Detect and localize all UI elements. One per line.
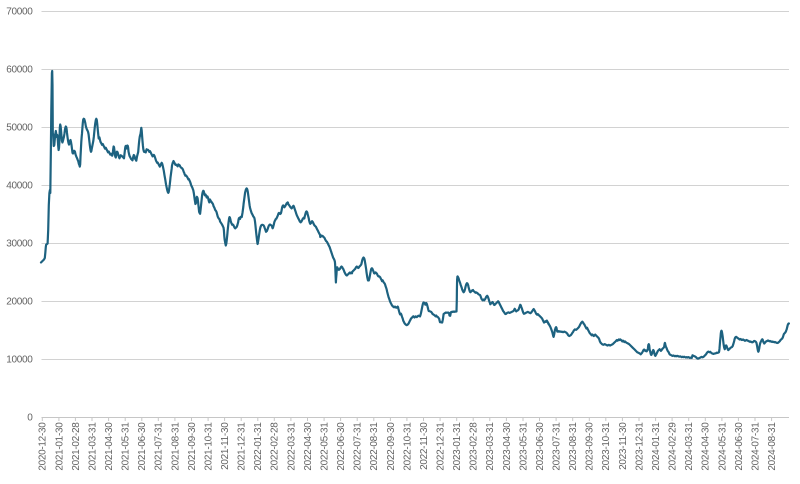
svg-text:2023-03-31: 2023-03-31 — [485, 422, 496, 471]
svg-text:2023-11-30: 2023-11-30 — [618, 422, 629, 470]
svg-text:2024-01-31: 2024-01-31 — [651, 422, 662, 471]
svg-text:2022-09-30: 2022-09-30 — [386, 422, 397, 471]
svg-text:2022-12-31: 2022-12-31 — [436, 422, 447, 471]
svg-text:2023-09-30: 2023-09-30 — [585, 422, 596, 471]
svg-text:2022-03-31: 2022-03-31 — [286, 422, 297, 471]
svg-text:2024-08-31: 2024-08-31 — [767, 422, 778, 471]
svg-text:2022-07-31: 2022-07-31 — [353, 422, 364, 471]
svg-text:2023-04-30: 2023-04-30 — [502, 422, 513, 471]
svg-text:2023-05-31: 2023-05-31 — [518, 422, 529, 471]
svg-text:2021-04-30: 2021-04-30 — [104, 422, 115, 471]
svg-text:40000: 40000 — [6, 181, 33, 192]
svg-text:2023-02-28: 2023-02-28 — [469, 422, 480, 471]
svg-text:2023-12-31: 2023-12-31 — [634, 422, 645, 471]
svg-text:2021-03-31: 2021-03-31 — [87, 422, 98, 471]
svg-text:2024-03-31: 2024-03-31 — [684, 422, 695, 471]
svg-text:10000: 10000 — [6, 355, 33, 366]
svg-text:50000: 50000 — [6, 123, 33, 134]
svg-text:2021-09-30: 2021-09-30 — [187, 422, 198, 471]
svg-text:2022-06-30: 2022-06-30 — [336, 422, 347, 471]
svg-text:2021-01-30: 2021-01-30 — [54, 422, 65, 471]
svg-text:20000: 20000 — [6, 297, 33, 308]
svg-text:30000: 30000 — [6, 239, 33, 250]
svg-text:2022-08-31: 2022-08-31 — [369, 422, 380, 471]
svg-text:2024-07-31: 2024-07-31 — [750, 422, 761, 471]
svg-text:2021-07-31: 2021-07-31 — [154, 422, 165, 471]
svg-text:2023-10-31: 2023-10-31 — [601, 422, 612, 471]
svg-text:2024-02-29: 2024-02-29 — [668, 422, 679, 471]
svg-text:70000: 70000 — [6, 7, 33, 18]
svg-text:2021-11-30: 2021-11-30 — [220, 422, 231, 470]
svg-text:0: 0 — [27, 413, 33, 424]
svg-text:2021-12-31: 2021-12-31 — [237, 422, 248, 471]
svg-text:2022-01-31: 2022-01-31 — [253, 422, 264, 471]
svg-text:60000: 60000 — [6, 65, 33, 76]
svg-text:2023-08-31: 2023-08-31 — [568, 422, 579, 471]
svg-text:2024-05-31: 2024-05-31 — [717, 422, 728, 471]
svg-text:2021-08-31: 2021-08-31 — [170, 422, 181, 471]
svg-text:2023-01-31: 2023-01-31 — [452, 422, 463, 471]
svg-text:2021-02-28: 2021-02-28 — [71, 422, 82, 471]
svg-text:2022-05-31: 2022-05-31 — [320, 422, 331, 471]
svg-text:2024-06-30: 2024-06-30 — [734, 422, 745, 471]
svg-text:2021-05-31: 2021-05-31 — [121, 422, 132, 471]
svg-text:2023-07-31: 2023-07-31 — [552, 422, 563, 471]
svg-text:2022-11-30: 2022-11-30 — [419, 422, 430, 470]
svg-text:2020-12-30: 2020-12-30 — [38, 422, 49, 471]
svg-text:2021-10-31: 2021-10-31 — [204, 422, 215, 471]
svg-text:2024-04-30: 2024-04-30 — [701, 422, 712, 471]
svg-text:2022-02-28: 2022-02-28 — [270, 422, 281, 471]
svg-text:2022-10-31: 2022-10-31 — [402, 422, 413, 471]
svg-text:2021-06-30: 2021-06-30 — [137, 422, 148, 471]
svg-text:2023-06-30: 2023-06-30 — [535, 422, 546, 471]
svg-text:2022-04-30: 2022-04-30 — [303, 422, 314, 471]
